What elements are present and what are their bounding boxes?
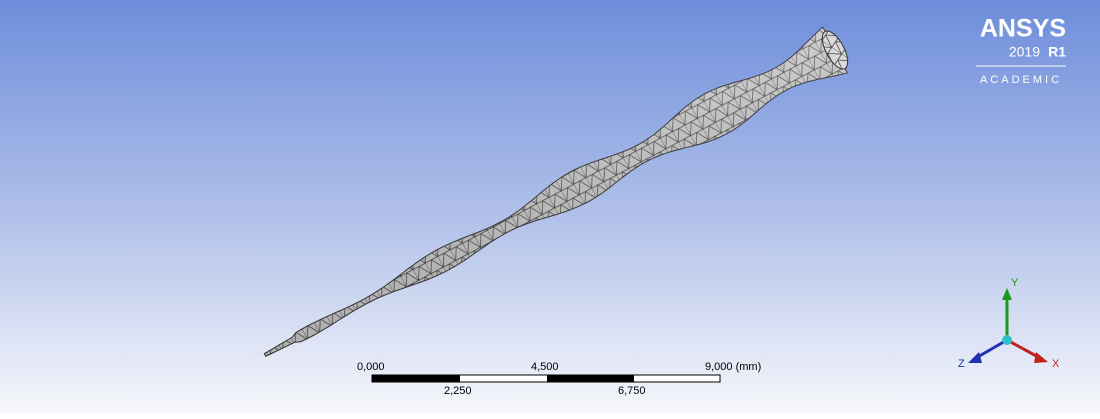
- triad: Y X Z: [958, 277, 1060, 370]
- mesh-body: [263, 26, 849, 357]
- logo-brand: ANSYS: [980, 15, 1066, 43]
- scale-label: 4,500: [531, 361, 559, 373]
- z-axis-label: Z: [958, 358, 965, 370]
- mesh-shading: [264, 27, 848, 357]
- scale-bar: 0,000 4,500 9,000 (mm) 2,250 6,750: [357, 361, 761, 397]
- scale-label: 6,750: [618, 385, 646, 397]
- z-axis-arrow: [975, 338, 1008, 360]
- z-axis-head: [968, 352, 982, 363]
- scale-label: 0,000: [357, 361, 385, 373]
- scale-segment: [547, 375, 634, 382]
- x-axis-label: X: [1052, 358, 1060, 370]
- mesh-end-cap: [821, 30, 849, 70]
- scale-label: 2,250: [444, 385, 472, 397]
- x-axis-arrow: [1006, 338, 1041, 360]
- logo-year: 2019: [1009, 44, 1040, 60]
- triad-origin: [1002, 335, 1012, 345]
- logo-release: R1: [1048, 44, 1066, 60]
- logo-edition: ACADEMIC: [980, 74, 1062, 86]
- scale-label: 9,000 (mm): [705, 361, 761, 373]
- y-axis-head: [1002, 288, 1012, 300]
- y-axis-label: Y: [1011, 277, 1019, 289]
- scale-segment: [372, 375, 460, 382]
- x-axis-head: [1034, 352, 1048, 363]
